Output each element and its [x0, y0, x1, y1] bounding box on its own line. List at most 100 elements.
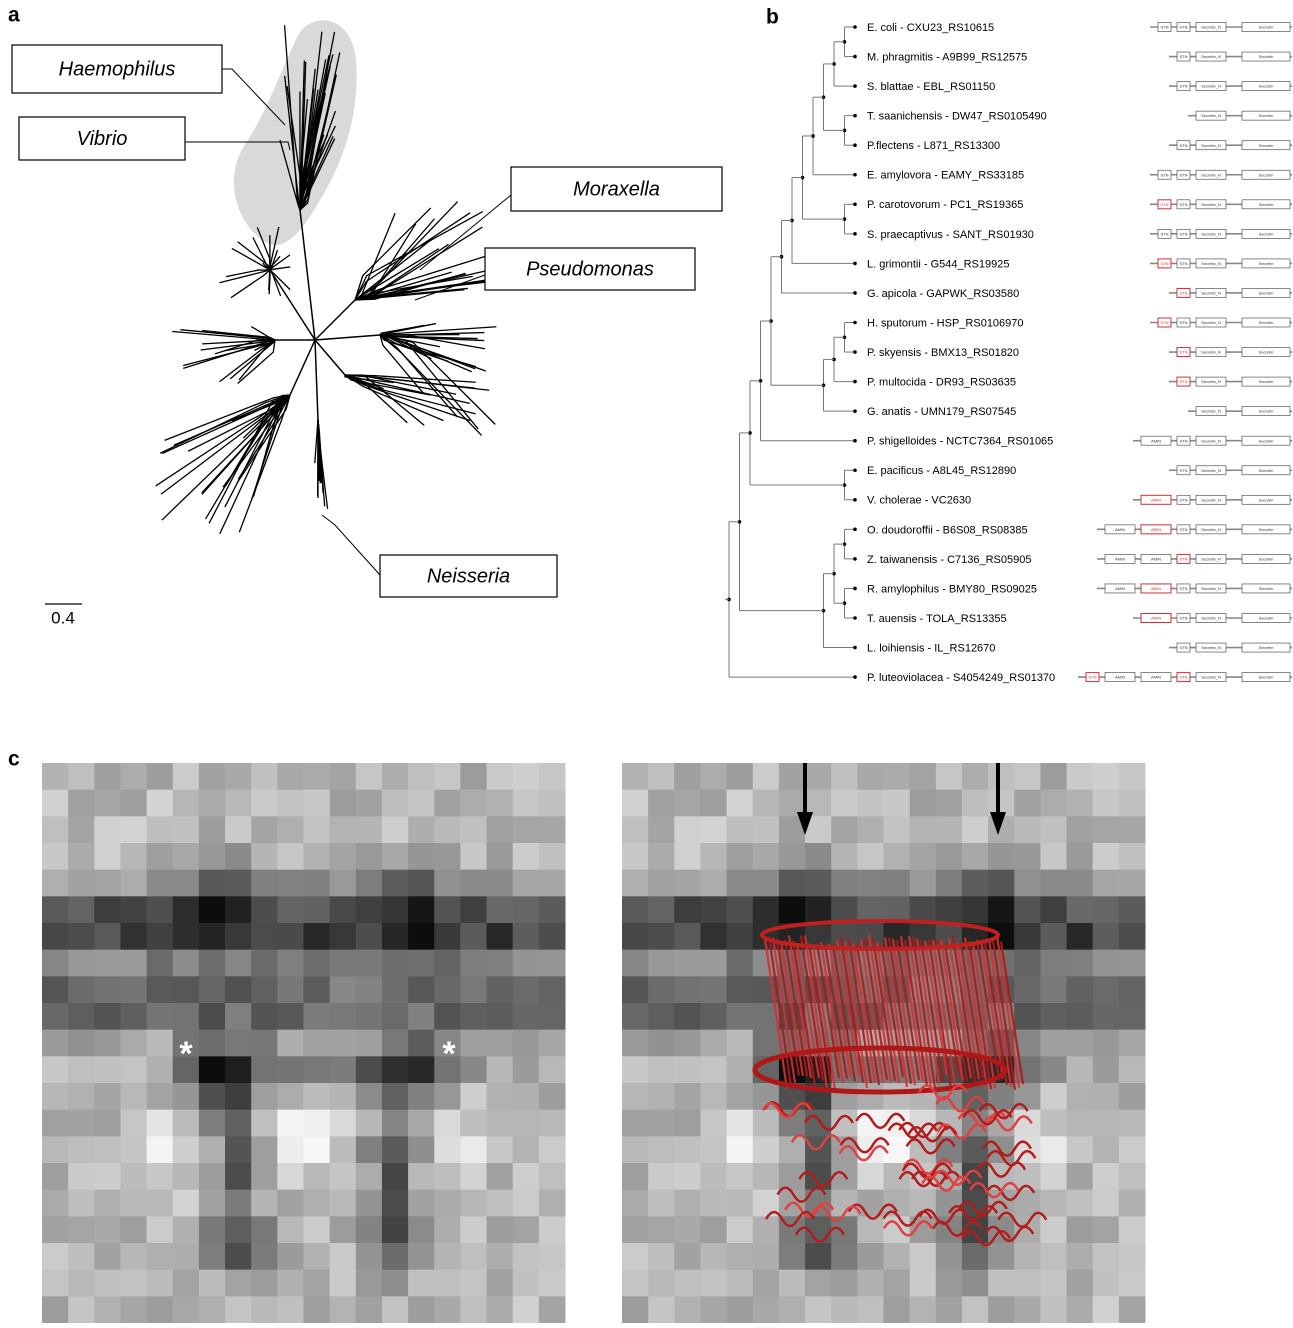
leaf-node	[853, 114, 857, 118]
density-pixel	[408, 1163, 435, 1190]
density-pixel	[1119, 816, 1146, 843]
density-pixel	[648, 976, 675, 1003]
density-pixel	[1067, 1030, 1094, 1057]
density-pixel	[674, 1190, 701, 1217]
species-label: H. sputorum - HSP_RS0106970	[867, 317, 1024, 329]
density-pixel	[120, 1030, 147, 1057]
density-pixel	[225, 896, 252, 923]
domain-label: AMIN	[1151, 497, 1161, 502]
density-pixel	[700, 763, 727, 790]
density-pixel	[857, 1216, 884, 1243]
figure: a b c HaemophilusVibrioMoraxellaPseudomo…	[0, 0, 1293, 1323]
density-pixel	[330, 790, 357, 817]
density-pixel	[94, 1030, 121, 1057]
density-pixel	[277, 896, 304, 923]
density-pixel	[622, 1243, 649, 1270]
density-pixel	[68, 1190, 95, 1217]
density-pixel	[936, 763, 963, 790]
density-pixel	[622, 1296, 649, 1323]
density-pixel	[513, 1163, 540, 1190]
domain-label: Secretin	[1259, 379, 1274, 384]
leader-line	[322, 515, 380, 575]
leaf-node	[853, 468, 857, 472]
density-pixel	[622, 1003, 649, 1030]
density-pixel	[1119, 1163, 1146, 1190]
leaf-node	[853, 439, 857, 443]
species-label: L. grimontii - G544_RS19925	[867, 258, 1009, 270]
density-pixel	[382, 1003, 409, 1030]
density-pixel	[68, 1216, 95, 1243]
density-pixel	[1040, 870, 1067, 897]
density-pixel	[408, 1136, 435, 1163]
density-pixel	[539, 1056, 566, 1083]
domain-label: Secretin	[1259, 645, 1274, 650]
density-pixel	[1067, 1190, 1094, 1217]
density-pixel	[199, 923, 226, 950]
density-pixel	[304, 923, 331, 950]
density-pixel	[1040, 1083, 1067, 1110]
density-pixel	[225, 923, 252, 950]
density-pixel	[936, 843, 963, 870]
domain-label: Secretin	[1259, 84, 1274, 89]
density-pixel	[857, 843, 884, 870]
density-pixel	[225, 1216, 252, 1243]
species-label: L. loihiensis - IL_RS12670	[867, 642, 995, 654]
density-pixel	[42, 976, 69, 1003]
density-pixel	[42, 1110, 69, 1137]
density-pixel	[831, 1270, 858, 1297]
density-pixel	[277, 790, 304, 817]
branch	[290, 340, 315, 395]
density-pixel	[674, 1243, 701, 1270]
density-pixel	[147, 870, 174, 897]
species-label: P. luteoviolacea - S4054249_RS01370	[867, 672, 1055, 684]
density-pixel	[382, 1030, 409, 1057]
density-pixel	[1093, 923, 1120, 950]
density-pixel	[147, 1163, 174, 1190]
density-pixel	[1040, 1296, 1067, 1323]
density-pixel	[225, 1296, 252, 1323]
density-pixel	[251, 1163, 278, 1190]
density-pixel	[147, 843, 174, 870]
density-pixel	[460, 1030, 487, 1057]
density-pixel	[199, 1056, 226, 1083]
density-pixel	[1093, 896, 1120, 923]
density-pixel	[382, 1270, 409, 1297]
density-pixel	[674, 950, 701, 977]
density-pixel	[831, 870, 858, 897]
density-pixel	[434, 843, 461, 870]
domain-label: STN	[1180, 527, 1188, 532]
density-pixel	[513, 896, 540, 923]
domain-label: STN	[1180, 616, 1188, 621]
density-pixel	[1067, 790, 1094, 817]
density-pixel	[753, 843, 780, 870]
domain-label: Secretin_N	[1201, 350, 1221, 355]
density-pixel	[147, 1296, 174, 1323]
density-pixel	[962, 1136, 989, 1163]
domain-label: Secretin	[1259, 320, 1274, 325]
density-pixel	[1040, 816, 1067, 843]
density-pixel	[251, 790, 278, 817]
density-pixel	[68, 1056, 95, 1083]
density-pixel	[225, 1083, 252, 1110]
density-pixel	[962, 763, 989, 790]
density-pixel	[68, 1083, 95, 1110]
density-pixel	[962, 870, 989, 897]
density-pixel	[225, 976, 252, 1003]
density-pixel	[727, 1030, 754, 1057]
density-pixel	[1040, 1030, 1067, 1057]
domain-label: Secretin_N	[1201, 143, 1221, 148]
density-pixel	[1014, 843, 1041, 870]
density-pixel	[648, 763, 675, 790]
density-pixel	[884, 790, 911, 817]
density-pixel	[173, 763, 200, 790]
density-pixel	[622, 1270, 649, 1297]
density-pixel	[434, 763, 461, 790]
density-pixel	[460, 843, 487, 870]
domain-label: Secretin_N	[1201, 409, 1221, 414]
species-label: E. pacificus - A8L45_RS12890	[867, 465, 1016, 477]
density-pixel	[330, 1110, 357, 1137]
density-pixel	[1067, 1003, 1094, 1030]
density-pixel	[727, 790, 754, 817]
leaf-node	[853, 587, 857, 591]
density-pixel	[857, 763, 884, 790]
